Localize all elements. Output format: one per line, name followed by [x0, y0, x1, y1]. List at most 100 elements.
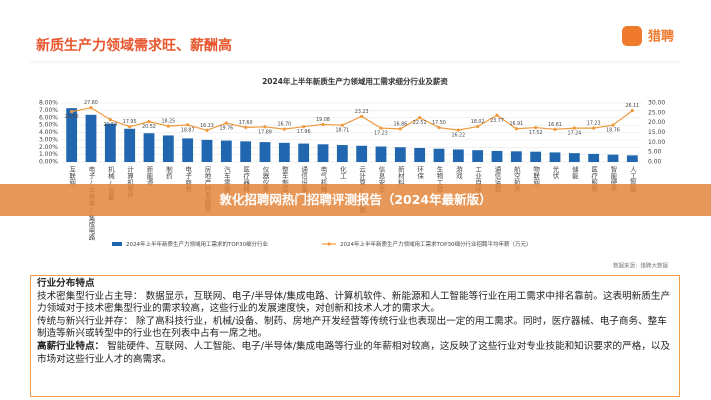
- bar: [104, 123, 116, 162]
- logo-icon: [622, 26, 642, 46]
- logo-text: 猎聘: [648, 29, 674, 45]
- bar: [143, 133, 155, 162]
- bar: [394, 147, 406, 162]
- heading-row: 行业分布特点: [37, 278, 673, 291]
- legend-swatch: [112, 242, 122, 246]
- data-label: 16.22: [451, 133, 465, 139]
- data-label: 16.91: [509, 121, 523, 127]
- bar: [336, 145, 348, 162]
- line-marker: [147, 120, 151, 124]
- line-marker: [534, 125, 538, 130]
- line-marker: [456, 128, 460, 132]
- bar: [124, 128, 136, 162]
- y-tick-label: 6.00%: [39, 114, 58, 121]
- data-label: 18.76: [606, 128, 620, 134]
- x-tick-label: 新能源: [145, 165, 153, 187]
- data-label: 18.87: [181, 127, 195, 133]
- x-tick-label: 物联网: [532, 165, 540, 187]
- bar: [201, 139, 213, 162]
- line-marker: [398, 127, 402, 131]
- line-marker: [418, 116, 422, 120]
- data-label: 21.54: [103, 122, 117, 128]
- y2-tick-label: 20.00: [648, 119, 665, 126]
- y-tick-label: 2.00%: [39, 144, 58, 151]
- data-label: 27.60: [84, 100, 98, 106]
- bar: [259, 142, 271, 162]
- bar: [317, 144, 329, 162]
- x-tick-label: 信息安全: [377, 165, 385, 193]
- source: 数据来源：猎聘大数据: [613, 262, 669, 270]
- x-tick-label: 医疗器械: [242, 166, 250, 194]
- line-marker: [572, 126, 576, 130]
- bar: [298, 143, 310, 162]
- bar: [356, 145, 368, 162]
- data-label: 16.86: [393, 121, 407, 127]
- y-tick-label: 7.00%: [39, 107, 58, 114]
- bar: [568, 153, 580, 162]
- data-label: 25.60: [65, 114, 79, 120]
- bar: [607, 154, 619, 162]
- data-label: 17.60: [239, 120, 253, 126]
- x-tick-label: 光伏: [551, 165, 559, 181]
- paragraph-lead: 传统与新兴行业并存：: [37, 315, 133, 327]
- data-label: 17.23: [374, 131, 388, 137]
- bar: [278, 142, 290, 162]
- data-label: 17.50: [432, 120, 446, 126]
- x-tick-label: 电子商务: [184, 165, 192, 194]
- data-label: 17.23: [587, 121, 601, 127]
- data-label: 16.13: [200, 123, 214, 129]
- data-label: 17.96: [297, 129, 311, 135]
- line-marker: [630, 109, 634, 113]
- line-marker: [224, 121, 228, 125]
- data-label: 18.25: [161, 119, 175, 125]
- data-label: 17.24: [567, 131, 581, 137]
- line-marker: [70, 110, 74, 114]
- x-tick-label: 游戏: [454, 165, 462, 181]
- x-tick-label: 计算机软件: [126, 165, 134, 200]
- line-marker: [321, 122, 325, 127]
- line: [71, 107, 633, 131]
- y-tick-label: 5.00%: [39, 122, 58, 129]
- y-tick-label: 0.00%: [39, 159, 58, 166]
- line-marker: [379, 126, 383, 130]
- slide-title: 新质生产力领域需求旺、薪酬高: [36, 37, 232, 54]
- line-marker: [340, 123, 344, 127]
- line-marker: [263, 125, 267, 129]
- data-label: 16.70: [277, 122, 291, 128]
- bar: [414, 147, 426, 162]
- line-marker: [205, 128, 209, 132]
- x-tick-label: 医疗服务: [590, 166, 598, 194]
- y-tick-label: 1.00%: [39, 151, 58, 158]
- line-marker: [186, 123, 190, 127]
- bar: [588, 153, 600, 162]
- bar: [375, 146, 387, 162]
- y2-tick-label: 15.00: [648, 129, 665, 136]
- line-marker: [514, 127, 518, 131]
- x-tick-label: 新材料: [396, 165, 404, 187]
- paragraph: 传统与新兴行业并存： 除了高科技行业，机械/设备、制药、房地产开发经营等传统行业…: [37, 316, 673, 341]
- legend-label: 2024年上半年新质生产力领域用工需求TOP30细分行业招聘平均年薪（万元）: [340, 240, 532, 248]
- bar: [66, 108, 78, 162]
- data-label: 18.02: [471, 119, 485, 125]
- bar: [433, 148, 445, 162]
- bar: [626, 155, 638, 162]
- legend-swatch: [327, 242, 331, 246]
- x-tick-label: 环保: [416, 166, 424, 181]
- bar: [452, 149, 464, 162]
- x-tick-label: 航空航天: [512, 165, 520, 194]
- data-label: 19.76: [219, 126, 233, 132]
- y-tick-label: 8.00%: [39, 100, 58, 107]
- line-marker: [282, 127, 286, 131]
- bar: [240, 141, 252, 162]
- x-tick-label: 人工智能: [628, 166, 636, 194]
- x-tick-label: 通信设备: [300, 165, 308, 194]
- text-box: 行业分布特点 技术密集型行业占主导： 数据显示，互联网、电子/半导体/集成电路、计…: [30, 275, 680, 397]
- x-tick-label: 制药: [164, 165, 172, 181]
- bar: [510, 151, 522, 162]
- line-marker: [592, 126, 596, 130]
- paragraph-lead: 高薪行业特点：: [37, 340, 105, 352]
- line-marker: [553, 127, 557, 131]
- y2-tick-label: 5.00: [648, 149, 662, 156]
- line-marker: [128, 125, 132, 129]
